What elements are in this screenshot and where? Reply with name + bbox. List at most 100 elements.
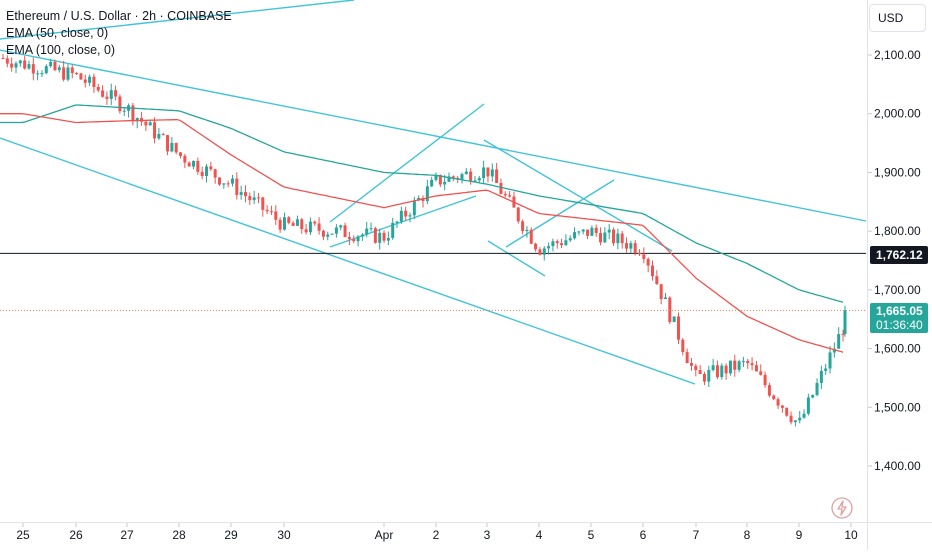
candle-body [105, 96, 109, 99]
candle-body [347, 236, 351, 240]
candle-body [122, 110, 126, 112]
candle-body [304, 229, 308, 233]
symbol-title[interactable]: Ethereum / U.S. Dollar · 2h · COINBASE [6, 9, 232, 23]
candle-body [625, 243, 629, 249]
candle-body [265, 209, 269, 212]
candle-body [114, 90, 118, 97]
candle-body [200, 171, 204, 176]
candle-body [521, 221, 525, 232]
candle-body [707, 369, 711, 382]
candle-body [464, 171, 468, 175]
candle-body [300, 219, 304, 230]
candle-body [248, 196, 252, 201]
candle-body [663, 297, 667, 300]
candle-body [44, 66, 48, 74]
time-tick-label: 10 [844, 528, 858, 542]
candle-body [672, 316, 676, 323]
candle-body [590, 227, 594, 236]
candle-body [798, 417, 802, 421]
candle-body [408, 215, 412, 217]
candle-body [239, 192, 243, 195]
candle-body [763, 374, 767, 386]
candle-body [776, 399, 780, 406]
candle-body [425, 186, 429, 202]
candle-body [815, 382, 819, 395]
trendline [0, 0, 355, 40]
candle-body [659, 284, 663, 300]
candle-body [179, 152, 183, 156]
candle-body [806, 397, 810, 414]
candle-body [482, 167, 486, 179]
candle-body [785, 407, 789, 416]
candle-body [18, 60, 22, 64]
candle-body [733, 360, 737, 370]
time-tick-label: 2 [433, 528, 440, 542]
horizontal-line-price-badge: 1,762.12 [870, 246, 928, 264]
candle-body [88, 76, 92, 83]
candle-body [317, 223, 321, 231]
currency-button[interactable]: USD [869, 4, 926, 32]
time-tick-label: 28 [172, 528, 186, 542]
ema50-legend[interactable]: EMA (50, close, 0) [6, 26, 109, 40]
candle-body [118, 96, 122, 112]
candle-body [330, 233, 334, 235]
candle-body [101, 90, 105, 97]
candle-body [551, 241, 555, 247]
candle-body [843, 310, 847, 334]
candle-body [689, 363, 693, 366]
candle-body [646, 258, 650, 266]
time-tick-label: Apr [375, 528, 394, 542]
candle-body [702, 374, 706, 382]
candle-body [547, 246, 551, 249]
candle-body [486, 167, 490, 177]
candle-body [534, 243, 538, 250]
candle-body [668, 297, 672, 323]
candle-body [161, 134, 165, 136]
candle-body [183, 155, 187, 163]
candle-body [62, 67, 66, 80]
ema100-legend[interactable]: EMA (100, close, 0) [6, 43, 116, 57]
candle-body [391, 222, 395, 238]
time-tick-label: 7 [693, 528, 700, 542]
candle-body [261, 197, 265, 210]
time-tick-label: 9 [796, 528, 803, 542]
candle-body [789, 415, 793, 423]
candle-body [378, 232, 382, 243]
candle-body [824, 368, 828, 371]
candle-body [538, 249, 542, 255]
candle-body [326, 234, 330, 237]
candle-body [339, 225, 343, 228]
time-tick-label: 30 [277, 528, 291, 542]
candle-body [226, 183, 230, 185]
chart-legend: Ethereum / U.S. Dollar · 2h · COINBASE E… [6, 8, 232, 59]
lightning-bolt-icon[interactable] [830, 496, 854, 520]
candle-body [395, 221, 399, 223]
candle-body [196, 160, 200, 172]
candle-body [599, 232, 603, 243]
candle-body [828, 352, 832, 369]
time-tick-label: 8 [744, 528, 751, 542]
candle-body [715, 365, 719, 378]
candle-body [243, 192, 247, 197]
candle-body [148, 122, 152, 126]
candle-body [586, 229, 590, 236]
price-tick-label: 1,900.00 [874, 165, 921, 179]
candle-body [131, 105, 135, 122]
candle-body [40, 73, 44, 75]
candle-body [607, 229, 611, 233]
candle-body [157, 134, 161, 139]
candle-body [356, 236, 360, 242]
candle-body [802, 413, 806, 418]
candle-body [404, 210, 408, 217]
candle-body [430, 179, 434, 187]
trendline [0, 49, 867, 222]
trendline [0, 137, 696, 385]
price-tick-label: 2,000.00 [874, 107, 921, 121]
candle-body [235, 178, 239, 195]
candle-body [308, 221, 312, 233]
candle-body [564, 240, 568, 246]
candle-body [633, 243, 637, 253]
candle-body [287, 217, 291, 223]
